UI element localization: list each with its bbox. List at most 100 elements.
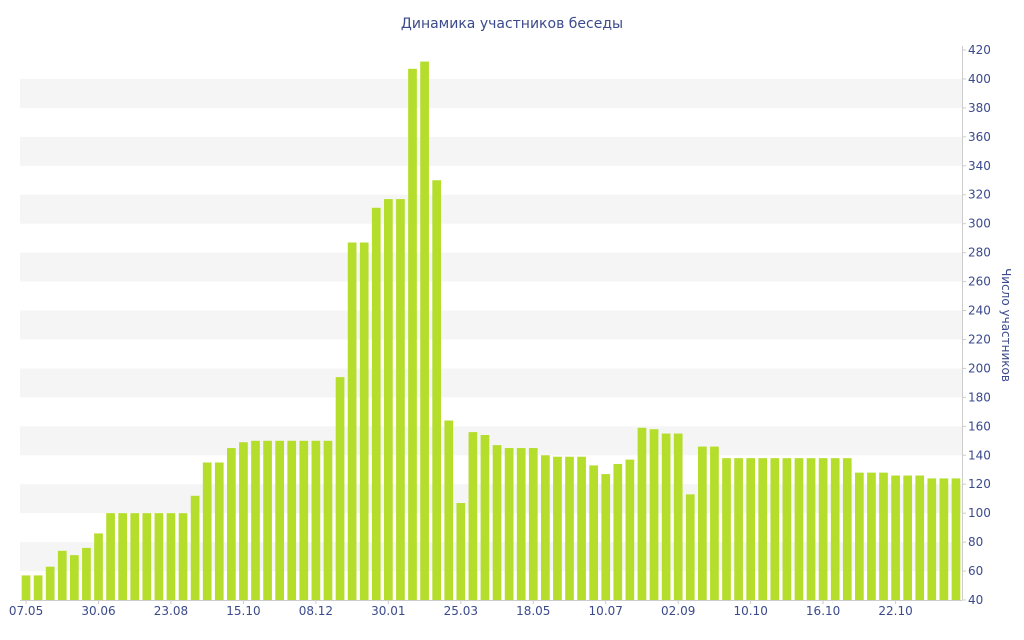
- bar[interactable]: [625, 459, 635, 600]
- bar[interactable]: [33, 575, 43, 600]
- x-tick-label: 08.12: [299, 604, 333, 618]
- bar[interactable]: [818, 458, 828, 600]
- bar[interactable]: [480, 435, 490, 600]
- bar[interactable]: [746, 458, 756, 600]
- bar[interactable]: [710, 446, 719, 600]
- bar[interactable]: [722, 458, 731, 600]
- bar[interactable]: [45, 566, 55, 600]
- y-tick-label: 300: [968, 217, 991, 231]
- y-tick-label: 280: [968, 246, 991, 260]
- bar[interactable]: [21, 575, 31, 600]
- bar[interactable]: [118, 513, 128, 600]
- bar[interactable]: [347, 242, 357, 601]
- bar[interactable]: [806, 458, 816, 600]
- y-tick-label: 60: [968, 564, 983, 578]
- bar[interactable]: [287, 440, 297, 600]
- bar[interactable]: [879, 472, 888, 600]
- bar[interactable]: [263, 440, 272, 600]
- bar[interactable]: [130, 513, 140, 600]
- bar[interactable]: [444, 420, 454, 600]
- bar[interactable]: [553, 456, 562, 600]
- y-tick-label: 40: [968, 593, 983, 607]
- bar[interactable]: [565, 456, 574, 600]
- bar[interactable]: [855, 472, 864, 600]
- bar[interactable]: [82, 547, 91, 600]
- bar[interactable]: [939, 478, 949, 600]
- y-tick-label: 160: [968, 419, 991, 433]
- grid-band: [20, 542, 962, 572]
- bar[interactable]: [504, 448, 514, 600]
- y-tick-label: 120: [968, 477, 991, 491]
- bar[interactable]: [830, 458, 840, 600]
- grid-band: [20, 426, 962, 456]
- bar[interactable]: [94, 533, 103, 600]
- bar[interactable]: [794, 458, 804, 600]
- bar[interactable]: [758, 458, 768, 600]
- bar[interactable]: [613, 463, 623, 600]
- bar[interactable]: [106, 513, 115, 600]
- bar[interactable]: [251, 440, 260, 600]
- bar[interactable]: [589, 465, 599, 600]
- bar[interactable]: [903, 475, 913, 600]
- bar[interactable]: [698, 446, 707, 600]
- bar[interactable]: [528, 448, 538, 600]
- bar[interactable]: [685, 494, 695, 600]
- bar[interactable]: [637, 427, 647, 600]
- bar[interactable]: [951, 478, 961, 600]
- y-tick-label: 240: [968, 304, 991, 318]
- bar[interactable]: [661, 433, 671, 600]
- bar[interactable]: [927, 478, 937, 600]
- bar[interactable]: [214, 462, 224, 601]
- x-tick-label: 15.10: [226, 604, 260, 618]
- bar[interactable]: [371, 207, 381, 600]
- bar[interactable]: [649, 429, 659, 600]
- bar[interactable]: [782, 458, 792, 600]
- bar[interactable]: [770, 458, 780, 600]
- grid-band: [20, 78, 962, 108]
- bar[interactable]: [178, 513, 188, 600]
- grid-band: [20, 310, 962, 340]
- bar[interactable]: [842, 458, 852, 600]
- bar[interactable]: [384, 199, 393, 600]
- bar[interactable]: [70, 555, 79, 600]
- bar[interactable]: [915, 475, 925, 600]
- x-tick-label: 25.03: [444, 604, 478, 618]
- bar[interactable]: [202, 462, 212, 601]
- bar[interactable]: [142, 513, 152, 600]
- bar[interactable]: [408, 68, 417, 600]
- bar[interactable]: [359, 242, 369, 601]
- bar[interactable]: [734, 458, 743, 600]
- bar[interactable]: [420, 61, 429, 600]
- bar[interactable]: [867, 472, 876, 600]
- bar[interactable]: [516, 448, 526, 600]
- y-tick-label: 140: [968, 448, 991, 462]
- bar[interactable]: [311, 440, 321, 600]
- y-tick-label: 380: [968, 101, 991, 115]
- bar[interactable]: [57, 550, 67, 600]
- bar[interactable]: [323, 440, 333, 600]
- bar[interactable]: [335, 377, 345, 600]
- bar[interactable]: [492, 445, 502, 600]
- bar[interactable]: [154, 513, 164, 600]
- bar[interactable]: [166, 513, 176, 600]
- bar[interactable]: [891, 475, 900, 600]
- bar[interactable]: [396, 199, 405, 600]
- x-tick-label: 22.10: [878, 604, 912, 618]
- x-tick-label: 02.09: [661, 604, 695, 618]
- bar[interactable]: [227, 448, 236, 600]
- x-tick-labels: 07.05 30.06 23.08 15.10 08.12 30.01 25.03 18.05…: [9, 600, 913, 618]
- bar[interactable]: [601, 474, 611, 600]
- bar[interactable]: [190, 495, 200, 600]
- bar[interactable]: [299, 440, 309, 600]
- bar[interactable]: [432, 180, 442, 600]
- bar[interactable]: [541, 455, 550, 600]
- bar[interactable]: [673, 433, 683, 600]
- x-tick-label: 30.01: [371, 604, 405, 618]
- bar[interactable]: [456, 503, 466, 600]
- bar[interactable]: [239, 442, 248, 600]
- bar[interactable]: [275, 440, 285, 600]
- grid-band: [20, 368, 962, 398]
- bar[interactable]: [468, 432, 478, 600]
- bar[interactable]: [577, 456, 586, 600]
